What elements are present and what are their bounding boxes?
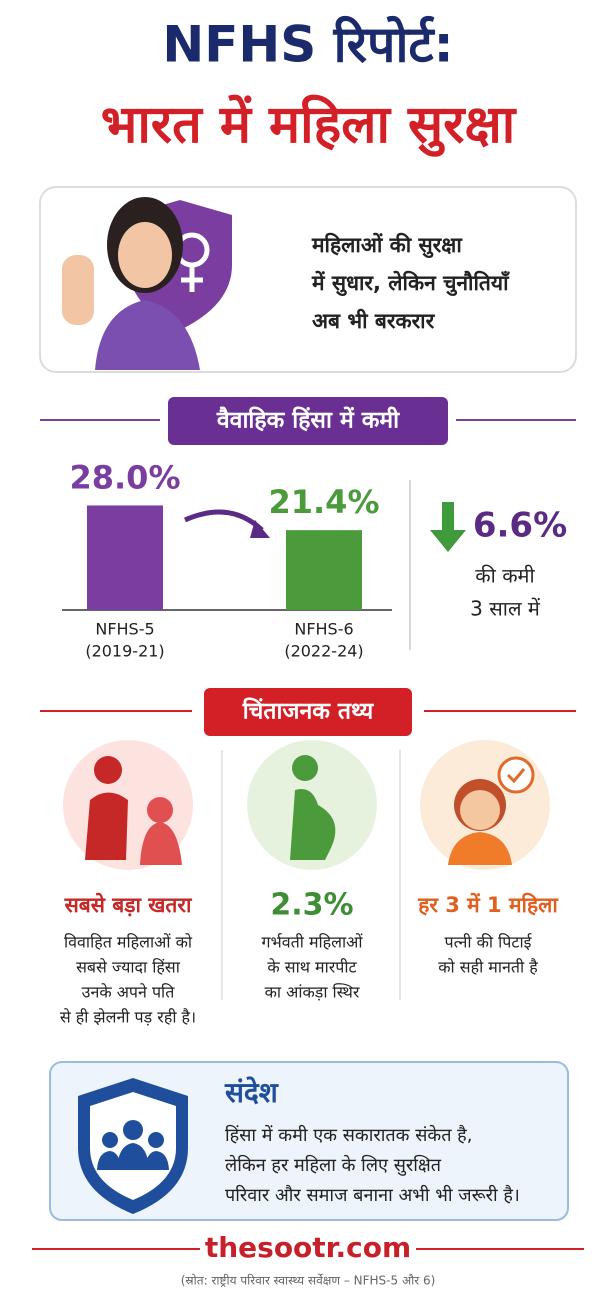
fact-title: हर 3 में 1 महिला (417, 892, 559, 917)
fact-text: से ही झेलनी पड़ रही है। (60, 1008, 196, 1027)
message-text: लेकिन हर महिला के लिए सुरक्षित (225, 1154, 442, 1176)
bar-chart: 28.0% NFHS-5 (2019-21) 21.4% NFHS-6 (2022-24) (62, 458, 392, 661)
period-label: (2019-21) (85, 642, 164, 661)
section-heading: वैवाहिक हिंसा में कमी (216, 406, 400, 434)
message-text: हिंसा में कमी एक सकारातक संकेत है, (225, 1124, 472, 1146)
fact-text: उनके अपने पति (82, 983, 176, 1002)
section-banner (204, 688, 412, 736)
title-line: भारत में महिला सुरक्षा (101, 94, 518, 157)
source-note: (स्रोत: राष्ट्रीय परिवार स्वास्थ्य सर्वे… (181, 1274, 436, 1288)
fact-text: को सही मानती है (438, 958, 538, 977)
down-arrow (430, 502, 466, 552)
facts: सबसे बड़ा खतरा विवाहित महिलाओं को सबसे ज्य… (60, 888, 559, 1027)
message-title: संदेश (224, 1076, 279, 1109)
hero-text: अब भी बरकरार (312, 308, 436, 333)
hero-text: महिलाओं की सुरक्षा (311, 232, 463, 259)
fact-title: सबसे बड़ा खतरा (64, 892, 193, 917)
decline-text: 3 साल में (470, 597, 541, 621)
message-text: परिवार और समाज बनाना अभी भी जरूरी है। (225, 1184, 520, 1206)
value-label: 21.4% (268, 483, 379, 521)
fact-text: सबसे ज्यादा हिंसा (76, 958, 181, 977)
bar (87, 505, 163, 610)
decline-value: 6.6% (473, 506, 567, 546)
period-label: (2022-24) (284, 642, 363, 661)
trend-arrow-head (250, 520, 270, 538)
fact-text: विवाहित महिलाओं को (64, 933, 193, 952)
bar (286, 530, 362, 610)
section-banner (168, 397, 448, 445)
fact-text: का आंकड़ा स्थिर (265, 983, 360, 1002)
hero-text: में सुधार, लेकिन चुनौतियाँ (311, 270, 511, 297)
site-name: thesootr.com (205, 1231, 411, 1264)
section-heading: चिंताजनक तथ्य (242, 697, 375, 725)
fact-text: पत्नी की पिटाई (445, 933, 533, 952)
category-label: NFHS-5 (95, 620, 154, 639)
title-line: NFHS रिपोर्ट: (162, 16, 453, 74)
fact-illustrations (63, 740, 550, 1000)
message-icon (78, 1078, 188, 1214)
fact-text: गर्भवती महिलाओं (261, 933, 363, 952)
fact-text: के साथ मारपीट (267, 958, 357, 977)
fact-title: 2.3% (270, 888, 353, 923)
decline-text: की कमी (475, 564, 535, 588)
value-label: 28.0% (69, 458, 180, 496)
category-label: NFHS-6 (294, 620, 353, 639)
hero-illustration (62, 197, 232, 370)
